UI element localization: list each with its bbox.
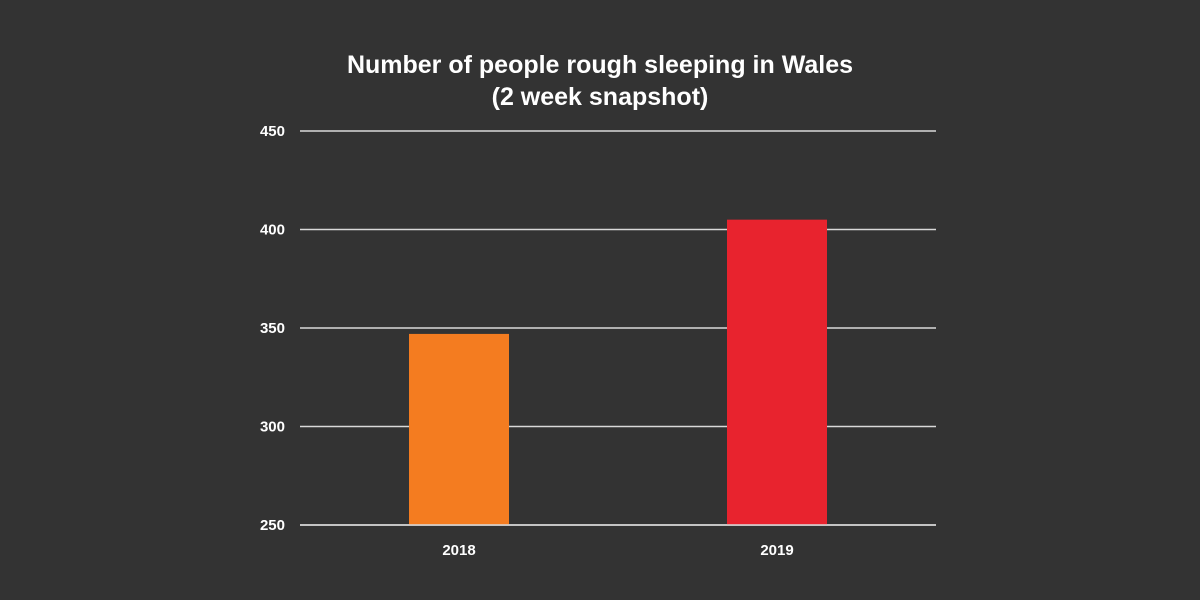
- gridlines: [300, 130, 936, 526]
- x-tick-label-2018: 2018: [442, 542, 475, 559]
- x-axis-tick-labels: 2018 2019: [442, 542, 793, 559]
- y-tick-label-450: 450: [260, 123, 285, 140]
- x-tick-label-2019: 2019: [760, 542, 793, 559]
- bar-2019: [727, 219, 827, 525]
- y-tick-label-400: 400: [260, 222, 285, 239]
- chart-title: Number of people rough sleeping in Wales…: [347, 51, 853, 111]
- y-tick-label-250: 250: [260, 517, 285, 534]
- y-tick-label-300: 300: [260, 419, 285, 436]
- bars: [300, 219, 936, 526]
- chart-title-line-1: Number of people rough sleeping in Wales: [347, 51, 853, 79]
- y-axis-tick-labels: 450 400 350 300 250: [260, 123, 285, 534]
- bar-2018: [409, 333, 509, 525]
- y-tick-label-350: 350: [260, 320, 285, 337]
- chart-title-line-2: (2 week snapshot): [492, 83, 709, 111]
